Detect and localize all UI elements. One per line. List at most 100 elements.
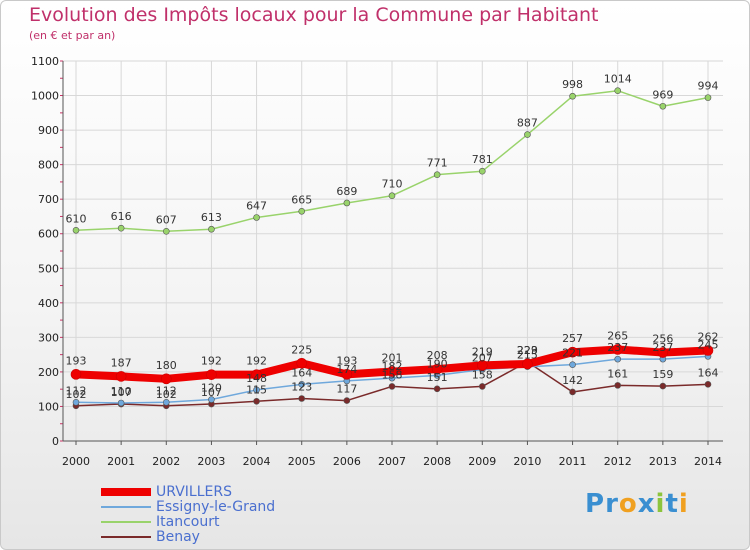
data-point-urvillers: [206, 369, 217, 380]
data-label-essigny-le-grand: 221: [562, 347, 583, 360]
legend-swatch: [101, 488, 151, 496]
data-label-urvillers: 193: [336, 354, 357, 367]
data-point-benay: [253, 397, 260, 405]
data-point-urvillers: [476, 360, 488, 371]
data-label-urvillers: 262: [698, 330, 719, 343]
data-label-benay: 117: [336, 383, 357, 396]
data-point-essigny-le-grand: [614, 355, 622, 363]
data-label-benay: 115: [246, 383, 267, 396]
data-point-benay: [704, 381, 712, 388]
data-label-essigny-le-grand: 112: [66, 384, 87, 397]
data-label-itancourt: 607: [156, 213, 177, 226]
y-tick-label: 0: [52, 435, 59, 448]
data-label-benay: 123: [291, 381, 312, 394]
logo-letter: P: [585, 489, 606, 519]
data-label-itancourt: 689: [336, 185, 357, 198]
data-point-benay: [478, 383, 486, 390]
data-label-essigny-le-grand: 120: [201, 382, 222, 395]
data-label-itancourt: 610: [66, 212, 87, 225]
data-label-urvillers: 265: [607, 329, 628, 342]
data-label-essigny-le-grand: 215: [517, 349, 538, 362]
x-tick-label: 2007: [378, 455, 406, 468]
data-label-itancourt: 887: [517, 117, 538, 130]
logo-letter: o: [618, 489, 638, 519]
logo-letter: t: [665, 489, 679, 519]
data-label-urvillers: 208: [427, 349, 448, 362]
data-point-urvillers: [70, 369, 82, 380]
data-label-itancourt: 998: [562, 78, 583, 91]
x-tick-label: 2008: [423, 455, 451, 468]
data-label-benay: 142: [562, 374, 583, 387]
x-tick-label: 2006: [333, 455, 361, 468]
data-label-essigny-le-grand: 190: [427, 357, 448, 370]
data-point-itancourt: [298, 207, 306, 215]
logo-letter: i: [655, 489, 666, 519]
data-point-urvillers: [160, 373, 172, 385]
data-point-urvillers: [296, 357, 308, 369]
data-point-itancourt: [659, 102, 667, 110]
data-label-benay: 158: [382, 368, 403, 381]
data-label-benay: 164: [698, 366, 719, 379]
data-label-urvillers: 257: [562, 332, 583, 345]
data-point-itancourt: [478, 167, 486, 175]
data-point-urvillers: [341, 369, 353, 380]
data-label-itancourt: 613: [201, 211, 222, 224]
data-label-itancourt: 994: [698, 80, 719, 93]
data-point-benay: [298, 395, 306, 402]
data-label-essigny-le-grand: 110: [111, 385, 132, 398]
data-label-essigny-le-grand: 245: [698, 338, 719, 351]
y-tick-label: 800: [38, 159, 59, 172]
legend-label: Benay: [156, 529, 200, 545]
data-label-essigny-le-grand: 174: [336, 363, 357, 376]
data-point-itancourt: [388, 192, 396, 200]
data-point-essigny-le-grand: [72, 399, 80, 406]
data-point-urvillers: [251, 369, 262, 380]
data-label-urvillers: 192: [201, 355, 222, 368]
data-label-itancourt: 710: [382, 178, 403, 191]
data-label-itancourt: 781: [472, 153, 493, 166]
x-tick-label: 2014: [694, 455, 722, 468]
x-tick-label: 2013: [649, 455, 677, 468]
legend-label: Itancourt: [156, 514, 220, 530]
data-point-urvillers: [386, 366, 398, 377]
data-label-benay: 107: [111, 386, 132, 399]
data-label-itancourt: 771: [427, 157, 448, 170]
y-tick-label: 600: [38, 228, 59, 241]
data-point-benay: [343, 397, 351, 404]
data-label-benay: 151: [427, 371, 448, 384]
y-tick-label: 1100: [31, 55, 59, 68]
data-point-essigny-le-grand: [298, 381, 306, 388]
data-point-benay: [659, 382, 667, 390]
data-label-essigny-le-grand: 112: [156, 384, 177, 397]
data-point-itancourt: [704, 94, 712, 101]
data-point-urvillers: [431, 363, 443, 375]
data-label-urvillers: 180: [156, 359, 177, 372]
data-label-itancourt: 616: [111, 210, 132, 223]
data-label-itancourt: 1014: [604, 73, 632, 86]
data-point-itancourt: [343, 199, 351, 207]
legend-swatch: [101, 506, 151, 508]
legend-swatch: [101, 536, 151, 538]
data-label-benay: 107: [201, 386, 222, 399]
data-point-essigny-le-grand: [162, 399, 170, 406]
data-label-benay: 159: [652, 368, 673, 381]
data-label-benay: 158: [472, 368, 493, 381]
data-point-essigny-le-grand: [208, 396, 215, 403]
chart-subtitle: (en € et par an): [29, 29, 116, 42]
legend-label: URVILLERS: [156, 484, 232, 500]
data-label-benay: 102: [156, 388, 177, 401]
legend-swatch: [101, 521, 151, 523]
data-point-benay: [614, 382, 622, 389]
legend-label: Essigny-le-Grand: [156, 499, 276, 515]
x-tick-label: 2005: [288, 455, 316, 468]
x-tick-label: 2003: [197, 455, 225, 468]
data-point-urvillers: [115, 371, 127, 382]
data-label-essigny-le-grand: 164: [291, 366, 312, 379]
data-label-urvillers: 256: [652, 333, 673, 346]
data-point-benay: [388, 383, 396, 390]
data-label-urvillers: 201: [382, 352, 403, 365]
data-label-itancourt: 647: [246, 199, 267, 212]
data-point-urvillers: [522, 358, 533, 370]
y-tick-label: 700: [38, 193, 59, 206]
